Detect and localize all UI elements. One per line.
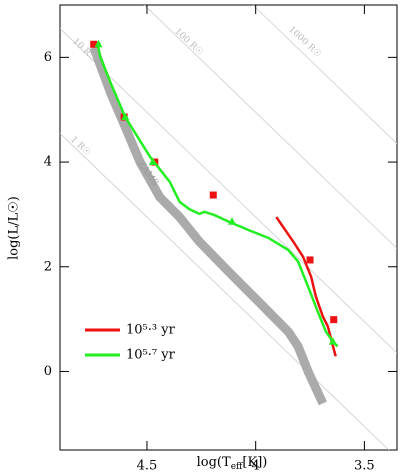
y-axis-label: log(L/L☉) (7, 196, 22, 260)
legend-label: 10⁵·³ yr (126, 323, 176, 338)
radius-label: 100 R☉ (172, 27, 204, 58)
radius-line (252, 5, 397, 145)
track-marker (209, 191, 217, 199)
track-marker (94, 39, 103, 48)
x-tick-label: 4.5 (137, 459, 158, 472)
track-marker (148, 157, 157, 166)
track-line (275, 216, 337, 357)
zams-line (89, 45, 327, 406)
radius-label: 1 R☉ (68, 135, 92, 158)
y-tick-label: 6 (44, 50, 52, 65)
plot-area (60, 5, 397, 450)
legend-label: 10⁵·⁷ yr (126, 348, 176, 363)
track-line (96, 44, 339, 348)
x-axis-label: log(Teff[K]) (197, 455, 268, 472)
track-marker (90, 40, 98, 48)
track-marker (227, 217, 236, 225)
radius-line (60, 132, 390, 450)
radius-line (143, 5, 397, 249)
radius-line (60, 28, 397, 354)
y-tick-label: 2 (44, 259, 52, 274)
x-tick-label: 4 (252, 459, 260, 472)
track-marker (121, 112, 130, 121)
track-marker (330, 316, 338, 324)
y-tick-label: 4 (44, 155, 52, 170)
plot-frame (59, 4, 398, 451)
x-tick-label: 3.5 (354, 459, 375, 472)
y-tick-label: 0 (44, 364, 52, 379)
track-marker (328, 337, 337, 345)
track-marker (306, 256, 314, 264)
